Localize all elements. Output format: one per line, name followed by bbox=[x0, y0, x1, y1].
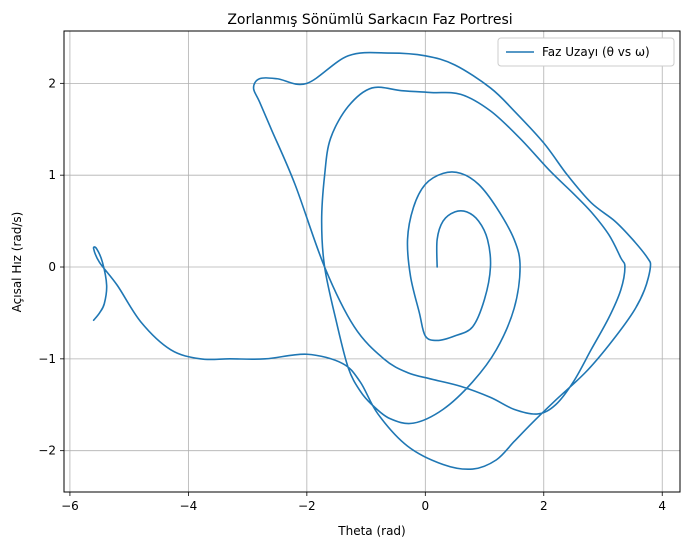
series-line bbox=[92, 51, 652, 471]
grid bbox=[64, 31, 680, 492]
x-tick-label: −4 bbox=[180, 499, 198, 513]
x-tick-label: −6 bbox=[61, 499, 79, 513]
legend-box bbox=[497, 37, 675, 67]
ticks: −6 −4 −2 0 2 4 −2 −1 0 1 2 bbox=[38, 76, 666, 513]
y-tick-label: 2 bbox=[48, 76, 56, 90]
x-tick-label: 2 bbox=[540, 499, 548, 513]
x-tick-label: 4 bbox=[658, 499, 666, 513]
legend-label: Faz Uzayı (θ vs ω) bbox=[542, 45, 650, 59]
plot-frame bbox=[63, 30, 681, 493]
y-tick-label: 0 bbox=[48, 260, 56, 274]
y-tick-label: −2 bbox=[38, 444, 56, 458]
y-tick-label: −1 bbox=[38, 352, 56, 366]
y-axis-label: Açısal Hız (rad/s) bbox=[10, 212, 24, 313]
x-tick-label: 0 bbox=[421, 499, 429, 513]
chart-title: Zorlanmış Sönümlü Sarkacın Faz Portresi bbox=[227, 12, 512, 28]
series-layer bbox=[92, 51, 652, 471]
y-tick-label: 1 bbox=[48, 168, 56, 182]
legend: Faz Uzayı (θ vs ω) bbox=[497, 37, 675, 67]
x-tick-label: −2 bbox=[298, 499, 316, 513]
x-axis-label: Theta (rad) bbox=[337, 524, 405, 538]
